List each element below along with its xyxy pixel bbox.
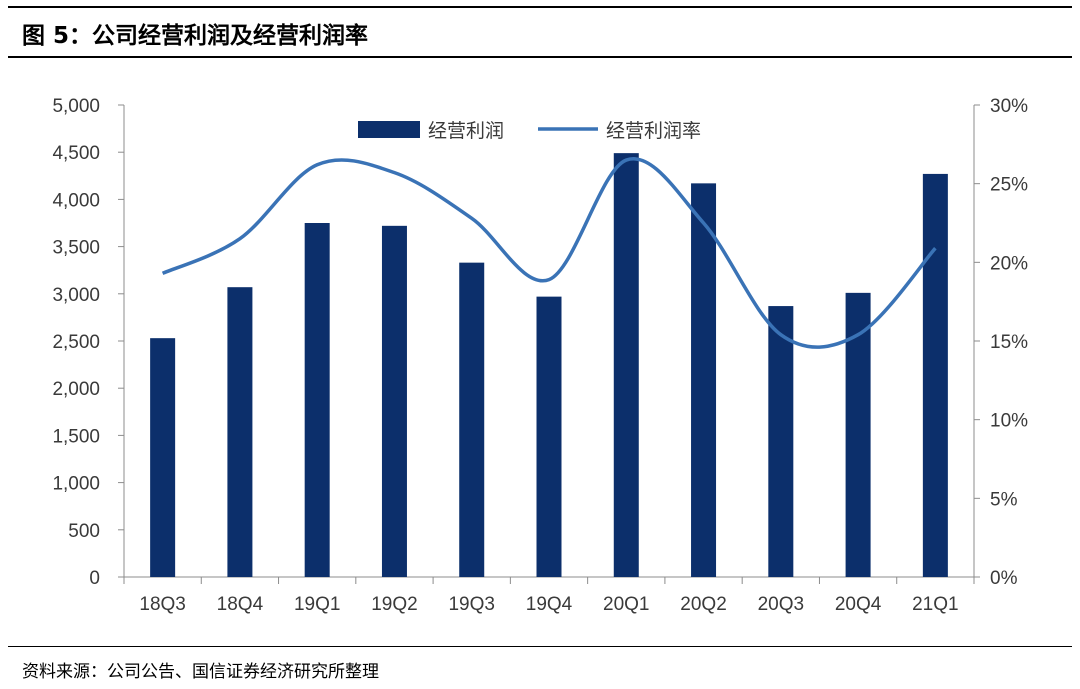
bar	[691, 183, 717, 578]
right-tick-label: 5%	[990, 489, 1018, 510]
left-tick-label: 0	[89, 568, 100, 589]
legend-label-line: 经营利润率	[606, 120, 701, 142]
bar	[613, 153, 639, 578]
left-tick-label: 3,500	[52, 238, 100, 259]
left-tick-label: 5,000	[52, 96, 100, 117]
bar	[227, 287, 253, 577]
x-tick-label: 18Q3	[139, 594, 185, 615]
x-tick-label: 20Q1	[603, 594, 649, 615]
left-tick-label: 1,500	[52, 426, 100, 447]
bar	[536, 296, 562, 577]
title-bottom-rule	[8, 56, 1072, 58]
right-tick-label: 10%	[990, 411, 1028, 432]
source-note: 资料来源：公司公告、国信证券经济研究所整理	[22, 662, 379, 682]
legend-label-bar: 经营利润	[428, 120, 504, 142]
legend-swatch-bar	[358, 121, 420, 138]
x-tick-label: 20Q4	[835, 594, 882, 615]
figure-title: 图 5：公司经营利润及经营利润率	[22, 23, 369, 49]
x-tick-label: 19Q3	[448, 594, 494, 615]
right-tick-label: 20%	[990, 253, 1028, 274]
title-top-rule	[8, 6, 1072, 8]
x-tick-label: 18Q4	[217, 594, 264, 615]
right-tick-label: 30%	[990, 96, 1028, 117]
left-tick-label: 500	[68, 521, 100, 542]
bar	[459, 262, 485, 577]
x-tick-label: 19Q2	[371, 594, 417, 615]
left-tick-label: 4,000	[52, 190, 100, 211]
x-tick-label: 20Q3	[758, 594, 804, 615]
left-tick-label: 3,000	[52, 285, 100, 306]
x-tick-label: 21Q1	[912, 594, 958, 615]
x-tick-label: 20Q2	[680, 594, 726, 615]
left-tick-label: 2,500	[52, 332, 100, 353]
chart-line-layer	[161, 157, 937, 349]
footer-rule	[8, 646, 1072, 647]
right-tick-label: 0%	[990, 568, 1018, 589]
bar	[381, 225, 407, 577]
left-tick-label: 2,000	[52, 379, 100, 400]
x-tick-label: 19Q1	[294, 594, 340, 615]
chart-bars	[150, 153, 948, 578]
chart-legend: 经营利润 经营利润率	[358, 120, 701, 142]
bar	[150, 338, 176, 577]
bar	[922, 173, 948, 578]
right-tick-label: 25%	[990, 175, 1028, 196]
bar	[768, 306, 794, 577]
left-tick-label: 4,500	[52, 143, 100, 164]
left-tick-label: 1,000	[52, 474, 100, 495]
bar	[304, 223, 330, 577]
chart-axes: 0 500 1,000 1,500 2,000 2,500 3,000 3,500 4,000 4…	[52, 96, 1028, 615]
x-tick-label: 19Q4	[526, 594, 573, 615]
right-tick-label: 15%	[990, 332, 1028, 353]
margin-line	[161, 157, 937, 349]
